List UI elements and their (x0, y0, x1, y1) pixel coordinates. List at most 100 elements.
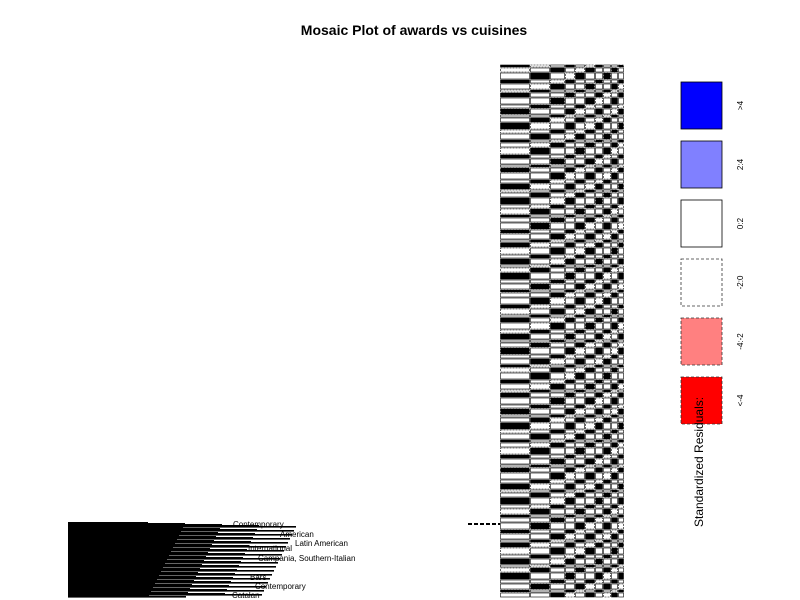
mosaic-tile (566, 268, 575, 272)
mosaic-tile (501, 515, 530, 517)
mosaic-tile (612, 90, 618, 92)
mosaic-tile (596, 255, 603, 258)
mosaic-tile (501, 255, 530, 258)
mosaic-tile (501, 580, 530, 583)
mosaic-tile (566, 434, 575, 439)
mosaic-tile (566, 318, 575, 322)
mosaic-tile (619, 318, 624, 322)
mosaic-tile (531, 334, 550, 339)
mosaic-tile (604, 293, 611, 297)
mosaic-tile (612, 180, 618, 183)
mosaic-tile (531, 455, 550, 458)
mosaic-tile (612, 448, 618, 454)
mosaic-tile (566, 218, 575, 222)
mosaic-tile (576, 293, 585, 297)
mosaic-tile (586, 315, 595, 317)
mosaic-tile (604, 390, 611, 392)
mosaic-tile (619, 340, 624, 342)
mosaic-tile (612, 573, 618, 579)
mosaic-tile (604, 430, 611, 433)
mosaic-tile (531, 534, 550, 539)
mosaic-tile (586, 418, 595, 422)
mosaic-tile (619, 418, 624, 422)
mosaic-tile (596, 384, 603, 389)
mosaic-tile (551, 65, 565, 67)
mosaic-tile (586, 443, 595, 447)
mosaic-tile (604, 365, 611, 367)
mosaic-tile (551, 343, 565, 347)
mosaic-tile (576, 530, 585, 533)
mosaic-tile (551, 355, 565, 358)
mosaic-tile (566, 180, 575, 183)
mosaic-tile (619, 98, 624, 104)
mosaic-tile (604, 440, 611, 442)
mosaic-tile (551, 555, 565, 558)
mosaic-tile (531, 143, 550, 147)
mosaic-tile (566, 190, 575, 192)
mosaic-tile (604, 590, 611, 592)
mosaic-tile (551, 509, 565, 514)
mosaic-tile (596, 65, 603, 67)
mosaic-tile (596, 405, 603, 408)
mosaic-tile (531, 205, 550, 208)
mosaic-tile (586, 573, 595, 579)
mosaic-tile (576, 309, 585, 314)
mosaic-tile (501, 593, 530, 597)
mosaic-tile (619, 298, 624, 304)
mosaic-tile (501, 223, 530, 229)
mosaic-tile (596, 493, 603, 497)
mosaic-tile (596, 523, 603, 529)
mosaic-tile (619, 230, 624, 233)
mosaic-tile (531, 530, 550, 533)
mosaic-tile (566, 405, 575, 408)
mosaic-tile (551, 540, 565, 542)
mosaic-tile (501, 140, 530, 142)
mosaic-tile (551, 240, 565, 242)
mosaic-tile (596, 273, 603, 279)
mosaic-tile (501, 543, 530, 547)
mosaic-tile (576, 555, 585, 558)
mosaic-tile (566, 448, 575, 454)
mosaic-tile (551, 584, 565, 589)
mosaic-tile (596, 343, 603, 347)
mosaic-tile (531, 409, 550, 414)
mosaic-tile (566, 368, 575, 372)
mosaic-tile (596, 205, 603, 208)
mosaic-tile (612, 490, 618, 492)
mosaic-tile (612, 434, 618, 439)
mosaic-tile (596, 565, 603, 567)
mosaic-tile (604, 555, 611, 558)
mosaic-tile (612, 465, 618, 467)
mosaic-tile (596, 309, 603, 314)
mosaic-tile (576, 490, 585, 492)
mosaic-tile (586, 168, 595, 172)
mosaic-tile (586, 84, 595, 89)
mosaic-tile (566, 293, 575, 297)
mosaic-tile (531, 355, 550, 358)
mosaic-tile (612, 184, 618, 189)
mosaic-tile (612, 130, 618, 133)
mosaic-tile (612, 68, 618, 72)
mosaic-tile (566, 230, 575, 233)
mosaic-tile (604, 393, 611, 397)
mosaic-tile (596, 473, 603, 479)
mosaic-tile (501, 440, 530, 442)
mosaic-tile (596, 80, 603, 83)
mosaic-tile (619, 393, 624, 397)
mosaic-tile (604, 268, 611, 272)
mosaic-tile (551, 498, 565, 504)
mosaic-tile (551, 543, 565, 547)
mosaic-tile (566, 73, 575, 79)
mosaic-tile (586, 398, 595, 404)
mosaic-tile (604, 359, 611, 364)
mosaic-tile (551, 468, 565, 472)
mosaic-tile (551, 173, 565, 179)
mosaic-tile (551, 243, 565, 247)
mosaic-tile (619, 415, 624, 417)
mosaic-tile (566, 80, 575, 83)
mosaic-tile (501, 398, 530, 404)
mosaic-tile (596, 305, 603, 308)
mosaic-tile (551, 118, 565, 122)
mosaic-tile (586, 140, 595, 142)
mosaic-tile (596, 340, 603, 342)
